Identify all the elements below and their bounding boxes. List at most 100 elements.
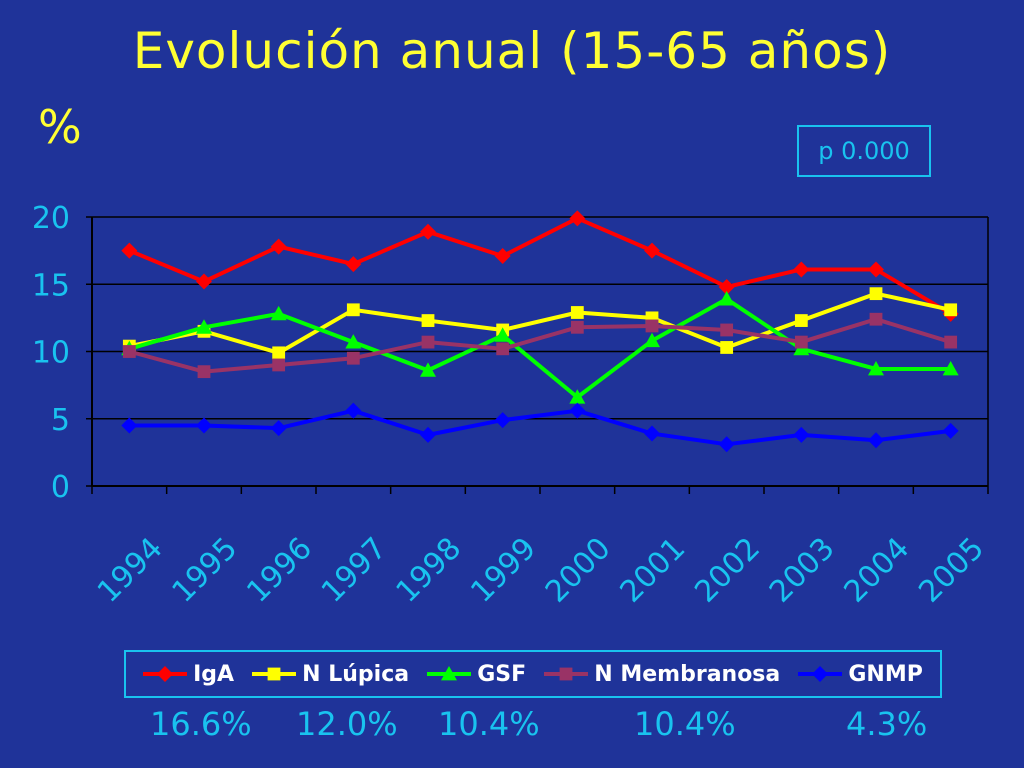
x-tick-label: 2004 xyxy=(838,531,917,610)
data-point-gnmp xyxy=(569,402,586,419)
data-point-gnmp xyxy=(196,417,212,434)
data-point-n-membranosa xyxy=(272,358,286,372)
data-point-iga xyxy=(644,242,660,259)
data-point-n-l-pica xyxy=(272,346,286,360)
data-point-iga xyxy=(270,238,287,255)
data-point-iga xyxy=(494,248,511,265)
data-point-gnmp xyxy=(793,426,810,443)
p-value-box: p 0.000 xyxy=(797,125,931,177)
y-tick-label: 0 xyxy=(51,470,70,505)
x-tick-label: 1996 xyxy=(240,531,319,610)
legend-label: N Membranosa xyxy=(594,661,781,687)
x-tick-label: 2000 xyxy=(539,531,618,610)
series-line-gsf xyxy=(128,297,951,400)
data-point-n-l-pica xyxy=(944,303,958,317)
data-point-iga xyxy=(569,210,586,227)
data-point-n-l-pica xyxy=(720,341,734,354)
summary-value-iga: 16.6% xyxy=(150,705,252,743)
data-point-n-membranosa xyxy=(944,335,958,349)
summary-value-n-membranosa: 10.4% xyxy=(634,705,736,743)
data-point-iga xyxy=(345,256,362,273)
legend-label: GNMP xyxy=(848,661,923,687)
data-point-gnmp xyxy=(270,420,287,437)
legend-item-iga: IgA xyxy=(143,662,234,687)
legend-item-gsf: GSF xyxy=(427,662,526,687)
data-point-iga xyxy=(793,261,810,278)
legend-label: GSF xyxy=(477,661,527,687)
data-point-n-membranosa xyxy=(197,365,211,379)
data-point-gnmp xyxy=(868,432,884,449)
data-point-n-membranosa xyxy=(570,320,584,334)
data-point-n-l-pica xyxy=(421,314,435,327)
legend-swatch-gnmp xyxy=(798,666,843,682)
chart-legend: IgA N Lúpica GSF N Membranosa GNMP xyxy=(124,650,942,698)
legend-item-n-l-pica: N Lúpica xyxy=(252,662,409,687)
legend-label: IgA xyxy=(193,661,235,687)
data-point-n-membranosa xyxy=(645,319,659,333)
data-point-gnmp xyxy=(718,436,735,453)
data-point-iga xyxy=(718,278,735,295)
legend-swatch-iga xyxy=(143,666,188,682)
summary-value-gnmp: 4.3% xyxy=(846,705,928,743)
series-line-n-membranosa xyxy=(128,317,952,374)
data-point-gsf xyxy=(868,360,884,376)
y-tick-label: 5 xyxy=(51,403,70,438)
data-point-n-membranosa xyxy=(720,323,734,337)
data-point-n-membranosa xyxy=(794,335,808,349)
data-point-gsf xyxy=(718,291,735,306)
y-tick-label: 15 xyxy=(32,268,70,303)
legend-swatch-n-membranosa xyxy=(544,667,589,681)
data-point-n-membranosa xyxy=(122,345,136,358)
x-tick-label: 1997 xyxy=(315,531,394,610)
data-point-gsf xyxy=(196,319,212,334)
x-tick-label: 1994 xyxy=(91,531,170,610)
legend-swatch-n-l-pica xyxy=(252,667,297,681)
data-point-gsf xyxy=(420,362,436,377)
summary-value-n-lupica: 12.0% xyxy=(296,705,398,743)
legend-label: N Lúpica xyxy=(302,661,410,687)
series-line-gnmp xyxy=(129,408,951,447)
data-point-n-membranosa xyxy=(869,312,883,326)
summary-value-gsf: 10.4% xyxy=(438,705,540,743)
y-unit-label: % xyxy=(38,100,82,154)
y-tick-label: 10 xyxy=(32,336,70,371)
data-point-gsf xyxy=(494,327,511,342)
x-tick-label: 1998 xyxy=(390,531,469,610)
data-point-gnmp xyxy=(494,412,511,429)
data-point-gnmp xyxy=(942,422,959,439)
series-line-iga xyxy=(128,216,952,316)
line-chart: 0 5 10 15 20 19941995199619971998199920002001… xyxy=(32,201,991,610)
legend-item-gnmp: GNMP xyxy=(798,662,923,687)
data-point-n-l-pica xyxy=(869,287,883,301)
data-point-gsf xyxy=(345,334,362,349)
data-point-n-l-pica xyxy=(794,314,808,327)
data-point-gnmp xyxy=(345,402,362,419)
data-point-gsf xyxy=(644,332,660,348)
x-tick-label: 2003 xyxy=(763,531,842,610)
legend-swatch-gsf xyxy=(427,666,472,681)
data-point-gsf xyxy=(942,360,959,376)
data-point-gsf xyxy=(569,389,586,404)
x-tick-label: 1995 xyxy=(166,531,245,610)
x-tick-label: 2002 xyxy=(688,531,767,610)
data-point-n-l-pica xyxy=(570,306,584,319)
data-point-gnmp xyxy=(644,425,660,442)
data-point-iga xyxy=(868,261,884,278)
data-point-n-membranosa xyxy=(496,342,510,356)
data-point-iga xyxy=(121,242,138,259)
y-tick-label: 20 xyxy=(32,201,70,236)
x-tick-label: 2005 xyxy=(912,531,991,610)
data-point-iga xyxy=(196,273,212,290)
data-point-gsf xyxy=(270,305,287,321)
data-point-n-membranosa xyxy=(346,351,360,365)
slide-title: Evolución anual (15-65 años) xyxy=(132,22,892,80)
data-point-iga xyxy=(420,223,436,240)
data-point-n-membranosa xyxy=(421,335,435,349)
data-point-gnmp xyxy=(121,417,138,434)
series-line-n-l-pica xyxy=(128,291,952,355)
x-tick-label: 2001 xyxy=(614,531,693,610)
x-tick-label: 1999 xyxy=(464,531,543,610)
data-point-n-l-pica xyxy=(346,303,360,317)
legend-item-n-membranosa: N Membranosa xyxy=(544,662,780,687)
